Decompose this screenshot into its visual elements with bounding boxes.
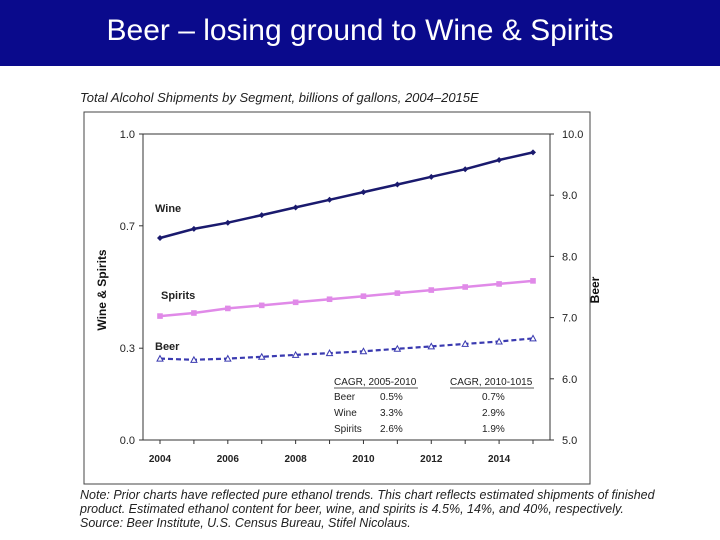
- y-right-tick-label: 10.0: [562, 129, 583, 141]
- data-point-wine: [360, 189, 367, 196]
- chart-title: Total Alcohol Shipments by Segment, bill…: [80, 90, 479, 105]
- note-line-1: Note: Prior charts have reflected pure e…: [80, 488, 655, 502]
- source-line: Source: Beer Institute, U.S. Census Bure…: [80, 516, 411, 530]
- cagr-table: CAGR, 2005-2010 CAGR, 2010-1015 Beer 0.5…: [334, 377, 534, 435]
- data-point-wine: [292, 204, 299, 211]
- y-left-tick-label: 0.7: [120, 221, 135, 233]
- series-labels: Wine Spirits Beer: [155, 203, 195, 353]
- series-line-spirits: [159, 279, 534, 318]
- cagr-header-2: CAGR, 2010-1015: [450, 377, 533, 388]
- data-point-beer: [190, 355, 198, 363]
- data-point-wine: [428, 173, 435, 180]
- y-right-tick-label: 9.0: [562, 190, 577, 202]
- series-line-beer: [159, 337, 534, 361]
- cagr-row-v1: 2.6%: [380, 424, 403, 435]
- cagr-row-v2: 0.7%: [482, 392, 505, 403]
- data-point-spirits: [496, 281, 502, 287]
- data-point-wine: [530, 149, 536, 156]
- data-point-beer: [156, 354, 164, 362]
- y-right-tick-label: 7.0: [562, 313, 577, 325]
- data-point-wine: [462, 166, 469, 173]
- data-point-wine: [326, 196, 333, 203]
- series-line-wine: [159, 151, 534, 240]
- x-tick-label: 2008: [285, 454, 308, 465]
- y-left-tick-label: 0.3: [120, 343, 135, 355]
- data-point-spirits: [360, 293, 367, 299]
- data-point-wine: [224, 219, 231, 226]
- y-left-tick-label: 1.0: [120, 129, 135, 141]
- cagr-row-v1: 0.5%: [380, 392, 403, 403]
- data-point-spirits: [225, 305, 231, 312]
- cagr-row-label: Wine: [334, 408, 357, 419]
- data-point-spirits: [462, 284, 468, 290]
- data-point-beer: [461, 339, 470, 347]
- footnote: Note: Prior charts have reflected pure e…: [80, 488, 700, 530]
- data-point-beer: [495, 337, 503, 345]
- data-point-wine: [394, 181, 401, 188]
- cagr-row-v2: 1.9%: [482, 424, 505, 435]
- data-point-spirits: [530, 278, 536, 284]
- cagr-row-v2: 2.9%: [482, 408, 505, 419]
- series-label-spirits: Spirits: [161, 290, 195, 302]
- data-point-spirits: [428, 287, 435, 293]
- y-axis-right-label: Beer: [588, 276, 602, 303]
- x-tick-label: 2014: [488, 454, 511, 465]
- data-point-spirits: [258, 302, 265, 309]
- y-left-tick-label: 0.0: [120, 435, 135, 447]
- data-point-beer: [359, 347, 368, 355]
- data-point-beer: [529, 334, 537, 342]
- slide-title: Beer – losing ground to Wine & Spirits: [106, 14, 614, 47]
- y-right-tick-label: 5.0: [562, 435, 577, 447]
- cagr-row-label: Beer: [334, 392, 356, 403]
- y-axis-left-label: Wine & Spirits: [95, 249, 109, 331]
- chart-frame: [83, 111, 591, 485]
- title-bar: Beer – losing ground to Wine & Spirits: [0, 0, 720, 66]
- x-tick-label: 2006: [217, 454, 240, 465]
- x-tick-label: 2010: [352, 454, 375, 465]
- data-point-beer: [291, 350, 300, 358]
- data-point-beer: [257, 352, 266, 360]
- cagr-row-v1: 3.3%: [380, 408, 403, 419]
- x-tick-label: 2012: [420, 454, 443, 465]
- data-point-spirits: [191, 310, 197, 316]
- data-point-wine: [258, 212, 265, 219]
- y-right-tick-label: 6.0: [562, 374, 577, 386]
- data-point-beer: [427, 342, 436, 350]
- data-point-spirits: [326, 296, 333, 303]
- y-right-tick-label: 8.0: [562, 251, 577, 263]
- series-label-beer: Beer: [155, 341, 180, 353]
- cagr-row-label: Spirits: [334, 424, 362, 435]
- x-tick-label: 2004: [149, 454, 172, 465]
- data-point-wine: [157, 235, 163, 242]
- data-point-beer: [223, 354, 232, 362]
- cagr-header-1: CAGR, 2005-2010: [334, 377, 417, 388]
- data-point-spirits: [394, 290, 401, 296]
- data-point-beer: [325, 349, 334, 357]
- data-point-spirits: [292, 299, 299, 306]
- data-point-spirits: [157, 313, 163, 319]
- data-point-beer: [393, 344, 402, 352]
- data-point-wine: [496, 157, 503, 164]
- note-line-2: product. Estimated ethanol content for b…: [80, 502, 624, 516]
- series-label-wine: Wine: [155, 203, 181, 215]
- plot-area: [142, 133, 551, 441]
- data-point-wine: [190, 225, 197, 232]
